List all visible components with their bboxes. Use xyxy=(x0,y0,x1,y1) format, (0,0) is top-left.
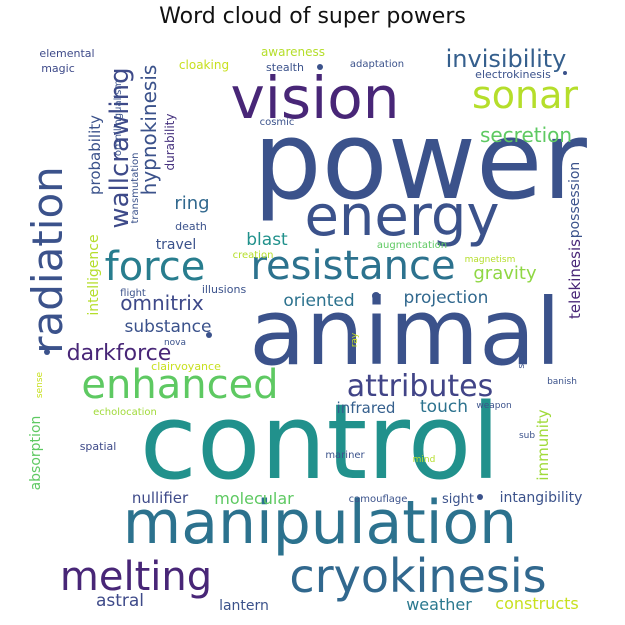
word-weapon: weapon xyxy=(476,401,511,411)
word-electrokinesis: electrokinesis xyxy=(475,68,551,81)
word-sub: sub xyxy=(519,431,535,441)
word-cosmic: cosmic xyxy=(260,117,295,128)
word-force: force xyxy=(105,244,206,290)
word-magnetism: magnetism xyxy=(465,255,516,265)
word-mariner: mariner xyxy=(325,450,365,461)
dot-marker xyxy=(563,71,567,75)
word-banish: banish xyxy=(547,377,577,387)
word-gravity: gravity xyxy=(473,263,537,284)
word-death: death xyxy=(175,220,207,233)
word-vision: vision xyxy=(230,64,399,132)
word-sight: sight xyxy=(442,492,474,507)
word-nullifier: nullifier xyxy=(132,489,189,507)
dot-marker xyxy=(206,332,212,338)
word-manipulation: manipulation xyxy=(123,488,517,558)
word-ring: ring xyxy=(174,193,209,214)
word-nova: nova xyxy=(164,338,186,348)
word-probability: probability xyxy=(86,115,104,195)
word-hypnokinesis: hypnokinesis xyxy=(137,65,161,196)
word-lantern: lantern xyxy=(219,598,269,614)
word-molecular: molecular xyxy=(214,489,294,508)
word-elemental: elemental xyxy=(39,47,94,60)
word-wallcrawling: wallcrawling xyxy=(105,67,135,228)
word-flight: flight xyxy=(120,288,146,299)
word-intelligence: intelligence xyxy=(86,234,102,315)
word-augmentation: augmentation xyxy=(377,240,447,251)
word-darkforce: darkforce xyxy=(67,341,172,366)
word-clairvoyance: clairvoyance xyxy=(151,360,221,373)
word-camouflage: camouflage xyxy=(349,494,408,505)
word-oriented: oriented xyxy=(283,291,354,311)
word-sense: sense xyxy=(35,371,45,398)
word-infrared: infrared xyxy=(337,399,396,417)
dot-marker xyxy=(477,494,483,500)
word-telekinesis: telekinesis xyxy=(566,239,584,319)
word-absorption: absorption xyxy=(28,416,44,491)
word-invisibility: invisibility xyxy=(446,45,567,73)
word-substance: substance xyxy=(125,317,212,337)
word-astral: astral xyxy=(96,591,144,611)
word-resistance: resistance xyxy=(250,243,455,289)
word-cloaking: cloaking xyxy=(179,58,229,72)
word-touch: touch xyxy=(420,397,468,417)
word-durability: durability xyxy=(163,114,177,171)
word-travel: travel xyxy=(156,237,197,253)
word-awareness: awareness xyxy=(261,45,325,59)
word-creation: creation xyxy=(233,250,274,261)
word-control: control xyxy=(140,381,501,503)
word-sonar: sonar xyxy=(472,73,578,117)
word-energy: energy xyxy=(304,184,499,249)
word-animal: animal xyxy=(249,279,561,386)
word-cryokinesis: cryokinesis xyxy=(289,549,546,603)
word-echolocation: echolocation xyxy=(93,407,157,418)
word-enhanced: enhanced xyxy=(81,362,278,408)
word-adaptation: adaptation xyxy=(350,59,404,70)
word-omnilingualism: omnilingualism xyxy=(113,80,124,156)
dot-marker xyxy=(317,64,323,70)
word-attributes: attributes xyxy=(347,369,493,404)
word-omnitrix: omnitrix xyxy=(120,291,204,315)
word-constructs: constructs xyxy=(495,594,578,613)
word-melting: melting xyxy=(60,554,212,600)
word-mind: mind xyxy=(413,455,436,465)
word-immunity: immunity xyxy=(534,409,552,480)
word-radiation: radiation xyxy=(23,166,72,354)
word-secretion: secretion xyxy=(480,123,572,147)
word-weather: weather xyxy=(406,595,472,614)
word-stealth: stealth xyxy=(266,61,304,74)
word-ray: ray xyxy=(350,332,360,347)
dot-marker xyxy=(372,292,380,300)
chart-title: Word cloud of super powers xyxy=(159,4,466,29)
word-transmutation: transmutation xyxy=(130,153,141,224)
word-super: super xyxy=(517,343,527,369)
dot-marker xyxy=(44,349,50,355)
word-intangibility: intangibility xyxy=(500,490,583,506)
word-power: power xyxy=(253,99,587,224)
word-blast: blast xyxy=(246,230,288,250)
word-spatial: spatial xyxy=(80,440,117,453)
word-illusions: illusions xyxy=(202,283,247,296)
word-possession: possession xyxy=(567,162,583,239)
word-magic: magic xyxy=(41,62,75,75)
word-projection: projection xyxy=(404,288,489,308)
